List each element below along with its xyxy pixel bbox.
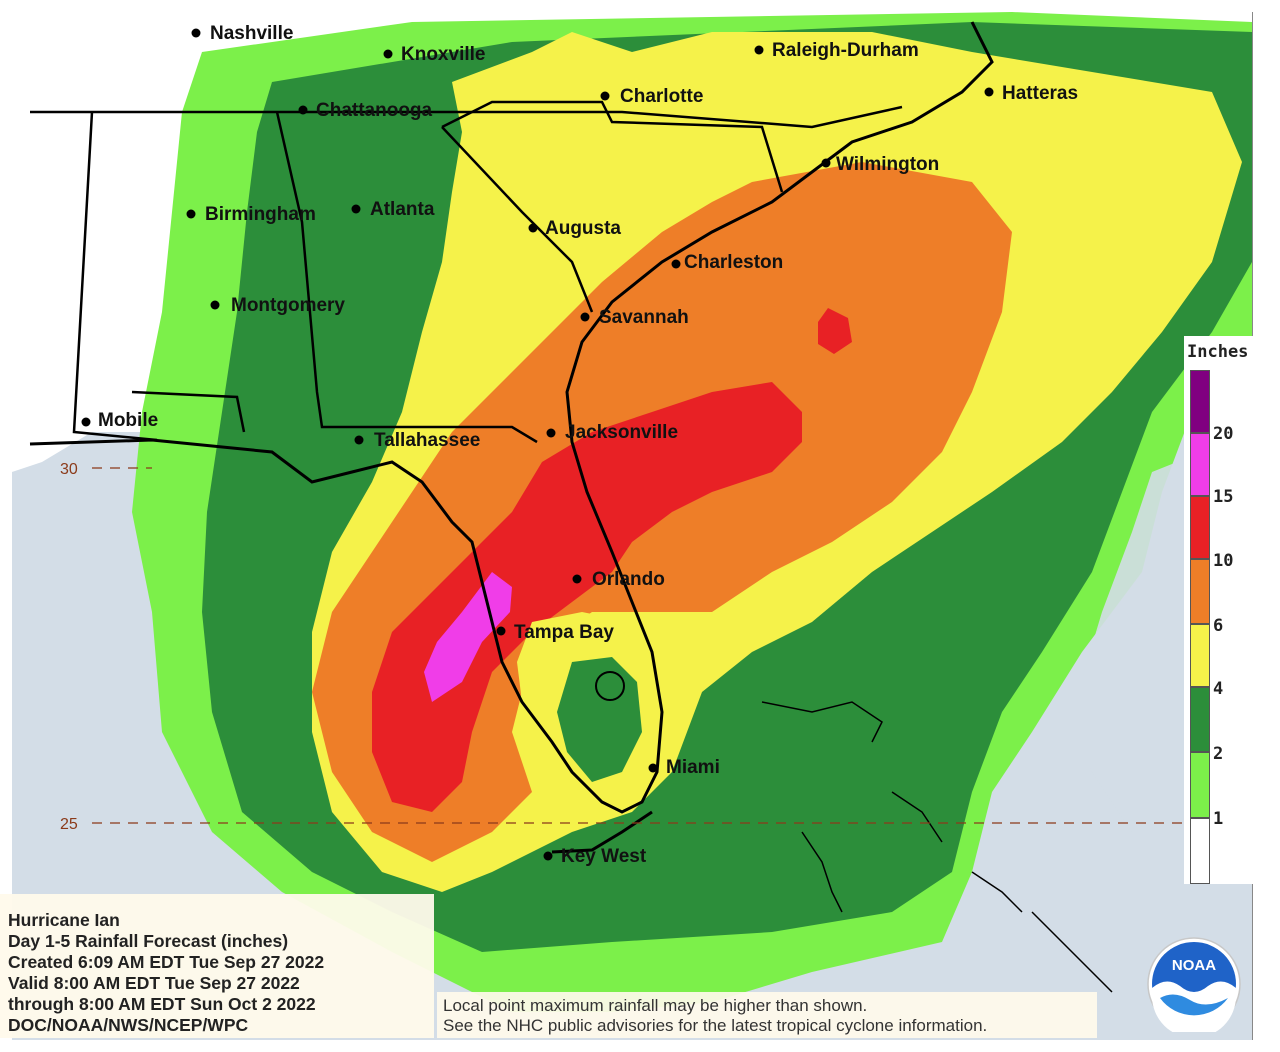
city-label-savannah: Savannah	[599, 307, 689, 328]
rainfall-map: 30 25 Nashville Knoxville Raleigh-Durham…	[12, 12, 1253, 1040]
legend-swatch-6-10	[1190, 559, 1210, 624]
city-dot-key-west	[543, 851, 553, 861]
legend-tick-4: 4	[1213, 679, 1224, 699]
city-dot-charlotte	[600, 91, 610, 101]
noaa-logo-text: NOAA	[1172, 957, 1216, 974]
city-label-charleston: Charleston	[684, 252, 783, 273]
info-through-time: through 8:00 AM EDT Sun Oct 2 2022	[8, 994, 316, 1014]
city-dot-orlando	[572, 574, 582, 584]
city-label-raleigh-durham: Raleigh-Durham	[772, 40, 919, 61]
city-dot-charleston	[671, 259, 681, 269]
city-dot-wilmington	[821, 158, 831, 168]
latitude-label-30: 30	[60, 461, 78, 478]
city-dot-montgomery	[210, 300, 220, 310]
legend-tick-6: 6	[1213, 616, 1224, 636]
city-label-mobile: Mobile	[98, 410, 158, 431]
legend-swatch-20-plus	[1190, 370, 1210, 433]
legend-swatch-10-15	[1190, 496, 1210, 559]
map-canvas: 30 25 Nashville Knoxville Raleigh-Durham…	[12, 12, 1252, 1040]
city-dot-birmingham	[186, 209, 196, 219]
city-dot-hatteras	[984, 87, 994, 97]
info-storm-name: Hurricane Ian	[8, 910, 120, 930]
city-dot-atlanta	[351, 204, 361, 214]
lake-okeechobee	[595, 671, 625, 701]
city-dot-nashville	[191, 28, 201, 38]
city-label-chattanooga: Chattanooga	[316, 100, 433, 121]
city-markers: Nashville Knoxville Raleigh-Durham Chatt…	[81, 23, 1078, 867]
city-label-tampa-bay: Tampa Bay	[514, 622, 614, 643]
city-dot-miami	[648, 763, 658, 773]
forecast-info-box: Hurricane Ian Day 1-5 Rainfall Forecast …	[0, 894, 434, 1038]
bahamas-islands	[761, 701, 1113, 993]
city-label-key-west: Key West	[561, 846, 647, 867]
rainfall-band-10to15	[372, 382, 802, 812]
legend-tick-10: 10	[1213, 551, 1234, 571]
disclaimer-line-2: See the NHC public advisories for the la…	[443, 1016, 988, 1035]
city-label-wilmington: Wilmington	[836, 154, 939, 175]
city-dot-mobile	[81, 417, 91, 427]
info-created-time: Created 6:09 AM EDT Tue Sep 27 2022	[8, 952, 325, 972]
rainfall-interior-green	[557, 657, 642, 782]
city-dot-knoxville	[383, 49, 393, 59]
city-label-charlotte: Charlotte	[620, 86, 703, 107]
legend-title: Inches	[1187, 342, 1249, 362]
legend-tick-2: 2	[1213, 744, 1224, 764]
city-label-birmingham: Birmingham	[205, 204, 316, 225]
city-dot-augusta	[528, 223, 538, 233]
city-dot-tallahassee	[354, 435, 364, 445]
city-label-montgomery: Montgomery	[231, 295, 345, 316]
coastline	[29, 21, 994, 854]
info-product-title: Day 1-5 Rainfall Forecast (inches)	[8, 931, 289, 951]
ocean-gulf	[12, 462, 112, 892]
rainfall-legend: Inches 20 15 10 6 4 2 1	[1184, 336, 1280, 884]
city-label-jacksonville: Jacksonville	[565, 422, 678, 443]
city-label-orlando: Orlando	[592, 569, 665, 590]
legend-swatch-15-20	[1190, 433, 1210, 496]
noaa-logo-icon: NOAA	[1147, 937, 1241, 1032]
rainfall-blob-offshore	[818, 308, 852, 354]
legend-swatch-1-2	[1190, 752, 1210, 818]
legend-tick-15: 15	[1213, 487, 1234, 507]
info-source: DOC/NOAA/NWS/NCEP/WPC	[8, 1015, 249, 1035]
disclaimer-line-1: Local point maximum rainfall may be high…	[443, 996, 868, 1015]
info-valid-time: Valid 8:00 AM EDT Tue Sep 27 2022	[8, 973, 300, 993]
city-label-miami: Miami	[666, 757, 720, 778]
city-label-knoxville: Knoxville	[401, 44, 485, 65]
legend-swatch-4-6	[1190, 624, 1210, 687]
disclaimer-box: Local point maximum rainfall may be high…	[437, 992, 1097, 1038]
city-label-augusta: Augusta	[545, 218, 621, 239]
city-label-tallahassee: Tallahassee	[374, 430, 480, 451]
state-boundaries	[30, 100, 903, 444]
legend-tick-20: 20	[1213, 424, 1234, 444]
city-dot-savannah	[580, 312, 590, 322]
city-dot-chattanooga	[298, 105, 308, 115]
city-label-nashville: Nashville	[210, 23, 293, 44]
legend-tick-1: 1	[1213, 809, 1224, 829]
city-label-hatteras: Hatteras	[1002, 83, 1078, 104]
rainfall-band-15to20	[424, 572, 512, 702]
latitude-grid: 30 25	[60, 461, 1212, 833]
latitude-label-25: 25	[60, 816, 78, 833]
legend-swatch-2-4	[1190, 687, 1210, 752]
legend-swatch-0-1	[1190, 818, 1210, 884]
city-dot-raleigh-durham	[754, 45, 764, 55]
city-dot-tampa-bay	[496, 626, 506, 636]
city-dot-jacksonville	[546, 428, 556, 438]
city-label-atlanta: Atlanta	[370, 199, 435, 220]
